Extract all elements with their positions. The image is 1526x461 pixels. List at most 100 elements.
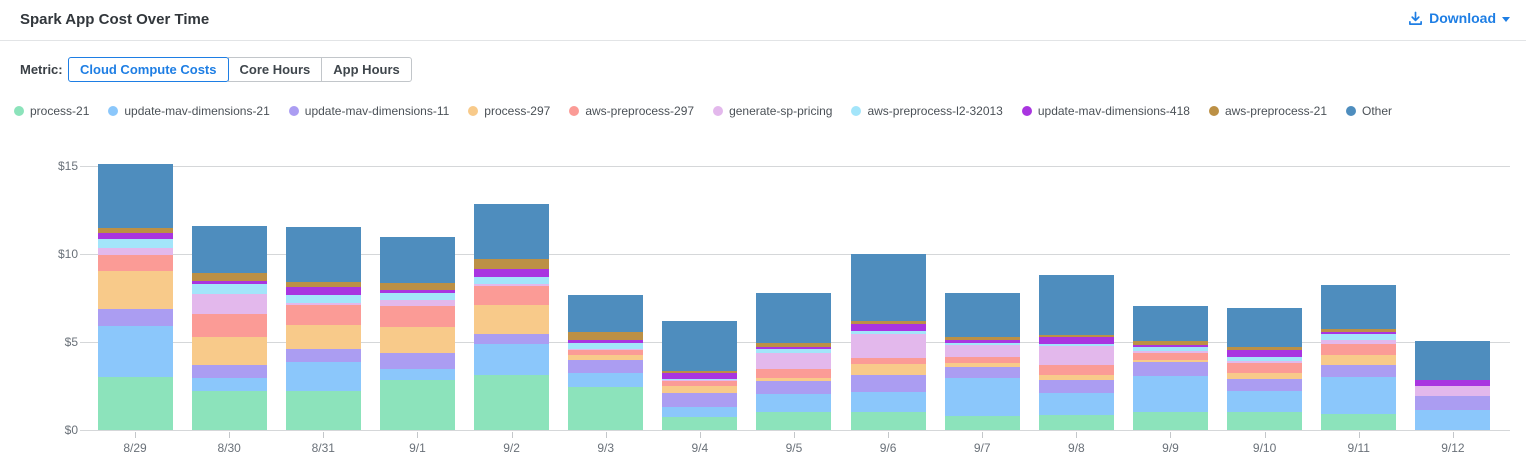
bar-column-9-3[interactable] — [568, 294, 644, 430]
legend-item-other[interactable]: Other — [1346, 104, 1392, 118]
legend-item-process-21[interactable]: process-21 — [14, 104, 89, 118]
bar-segment-update-mav-dimensions-418[interactable] — [285, 287, 361, 295]
bar-segment-aws-preprocess-l2-32013[interactable] — [97, 239, 173, 249]
bar-segment-aws-preprocess-297[interactable] — [97, 254, 173, 272]
bar-segment-other[interactable] — [662, 321, 738, 371]
bar-column-9-11[interactable] — [1321, 284, 1397, 430]
bar-segment-aws-preprocess-21[interactable] — [1132, 341, 1208, 345]
bar-segment-update-mav-dimensions-418[interactable] — [191, 280, 267, 285]
bar-segment-generate-sp-pricing[interactable] — [1132, 350, 1208, 353]
legend-item-update-mav-dimensions-21[interactable]: update-mav-dimensions-21 — [108, 104, 270, 118]
bar-segment-update-mav-dimensions-418[interactable] — [944, 340, 1020, 343]
bar-column-9-9[interactable] — [1132, 306, 1208, 430]
bar-segment-update-mav-dimensions-11[interactable] — [1415, 395, 1491, 410]
bar-segment-aws-preprocess-21[interactable] — [662, 370, 738, 374]
legend-item-aws-preprocess-297[interactable]: aws-preprocess-297 — [569, 104, 694, 118]
bar-segment-update-mav-dimensions-21[interactable] — [944, 378, 1020, 416]
bar-segment-update-mav-dimensions-21[interactable] — [568, 373, 644, 388]
bar-segment-process-297[interactable] — [97, 271, 173, 309]
bar-segment-generate-sp-pricing[interactable] — [850, 334, 926, 358]
bar-segment-aws-preprocess-l2-32013[interactable] — [1132, 347, 1208, 351]
bar-segment-update-mav-dimensions-21[interactable] — [474, 343, 550, 376]
bar-segment-update-mav-dimensions-21[interactable] — [1321, 377, 1397, 415]
bar-column-9-7[interactable] — [944, 292, 1020, 430]
bar-segment-process-297[interactable] — [1321, 355, 1397, 366]
bar-segment-process-21[interactable] — [285, 390, 361, 430]
bar-segment-aws-preprocess-297[interactable] — [1038, 365, 1114, 376]
legend-item-generate-sp-pricing[interactable]: generate-sp-pricing — [713, 104, 832, 118]
bar-segment-process-21[interactable] — [850, 411, 926, 430]
bar-segment-update-mav-dimensions-418[interactable] — [1132, 344, 1208, 348]
bar-segment-aws-preprocess-l2-32013[interactable] — [944, 342, 1020, 345]
bar-segment-update-mav-dimensions-418[interactable] — [1227, 350, 1303, 358]
bar-segment-update-mav-dimensions-21[interactable] — [662, 406, 738, 417]
bar-segment-other[interactable] — [379, 237, 455, 284]
bar-segment-update-mav-dimensions-11[interactable] — [662, 393, 738, 407]
bar-column-9-12[interactable] — [1415, 340, 1491, 430]
bar-segment-aws-preprocess-l2-32013[interactable] — [1038, 343, 1114, 347]
bar-segment-process-21[interactable] — [1132, 412, 1208, 430]
bar-column-9-1[interactable] — [379, 237, 455, 430]
bar-segment-generate-sp-pricing[interactable] — [379, 300, 455, 306]
legend-item-update-mav-dimensions-11[interactable]: update-mav-dimensions-11 — [288, 104, 449, 118]
bar-segment-process-297[interactable] — [662, 386, 738, 394]
bar-segment-other[interactable] — [756, 292, 832, 344]
metric-option-app-hours[interactable]: App Hours — [321, 57, 412, 82]
bar-segment-update-mav-dimensions-11[interactable] — [756, 381, 832, 395]
bar-segment-update-mav-dimensions-21[interactable] — [379, 368, 455, 381]
bar-segment-process-21[interactable] — [1227, 411, 1303, 430]
bar-segment-update-mav-dimensions-21[interactable] — [850, 392, 926, 412]
bar-segment-generate-sp-pricing[interactable] — [756, 352, 832, 369]
bar-segment-update-mav-dimensions-11[interactable] — [97, 308, 173, 327]
metric-option-core-hours[interactable]: Core Hours — [227, 57, 323, 82]
bar-segment-generate-sp-pricing[interactable] — [1038, 346, 1114, 366]
bar-segment-aws-preprocess-l2-32013[interactable] — [756, 348, 832, 353]
bar-column-9-4[interactable] — [662, 321, 738, 430]
bar-segment-update-mav-dimensions-11[interactable] — [379, 352, 455, 369]
bar-segment-process-297[interactable] — [850, 364, 926, 375]
bar-column-8-30[interactable] — [191, 225, 267, 430]
bar-segment-other[interactable] — [97, 164, 173, 228]
bar-segment-aws-preprocess-21[interactable] — [285, 281, 361, 288]
legend-item-aws-preprocess-l2-32013[interactable]: aws-preprocess-l2-32013 — [851, 104, 1003, 118]
bar-segment-aws-preprocess-l2-32013[interactable] — [191, 284, 267, 294]
bar-column-9-10[interactable] — [1227, 307, 1303, 430]
bar-segment-generate-sp-pricing[interactable] — [662, 379, 738, 382]
bar-segment-aws-preprocess-21[interactable] — [756, 343, 832, 347]
bar-segment-update-mav-dimensions-418[interactable] — [568, 340, 644, 344]
bar-column-9-5[interactable] — [756, 292, 832, 430]
bar-segment-update-mav-dimensions-418[interactable] — [850, 324, 926, 332]
bar-segment-process-21[interactable] — [1321, 414, 1397, 430]
bar-segment-aws-preprocess-l2-32013[interactable] — [1227, 357, 1303, 361]
bar-segment-process-21[interactable] — [944, 415, 1020, 430]
bar-segment-other[interactable] — [1321, 284, 1397, 329]
bar-segment-generate-sp-pricing[interactable] — [1415, 386, 1491, 396]
legend-item-process-297[interactable]: process-297 — [468, 104, 550, 118]
bar-column-9-8[interactable] — [1038, 274, 1114, 430]
bar-segment-process-21[interactable] — [191, 391, 267, 430]
bar-segment-aws-preprocess-21[interactable] — [474, 258, 550, 270]
bar-segment-generate-sp-pricing[interactable] — [944, 344, 1020, 358]
bar-segment-update-mav-dimensions-418[interactable] — [1415, 380, 1491, 387]
bar-segment-update-mav-dimensions-11[interactable] — [850, 374, 926, 393]
bar-segment-aws-preprocess-l2-32013[interactable] — [568, 343, 644, 349]
bar-segment-process-297[interactable] — [285, 325, 361, 349]
bar-segment-aws-preprocess-297[interactable] — [1227, 362, 1303, 373]
bar-segment-process-297[interactable] — [1132, 359, 1208, 362]
bar-segment-aws-preprocess-21[interactable] — [379, 283, 455, 291]
bar-segment-aws-preprocess-297[interactable] — [944, 357, 1020, 363]
bar-segment-aws-preprocess-297[interactable] — [474, 285, 550, 305]
bar-segment-generate-sp-pricing[interactable] — [568, 348, 644, 351]
bar-segment-generate-sp-pricing[interactable] — [1321, 339, 1397, 345]
bar-segment-aws-preprocess-21[interactable] — [1038, 334, 1114, 338]
bar-segment-update-mav-dimensions-21[interactable] — [756, 394, 832, 412]
bar-segment-update-mav-dimensions-418[interactable] — [97, 233, 173, 240]
bar-segment-process-297[interactable] — [191, 337, 267, 365]
bar-segment-process-297[interactable] — [756, 378, 832, 382]
bar-segment-other[interactable] — [285, 226, 361, 282]
bar-column-8-29[interactable] — [97, 164, 173, 430]
bar-segment-aws-preprocess-297[interactable] — [850, 357, 926, 365]
bar-segment-update-mav-dimensions-418[interactable] — [474, 269, 550, 277]
bar-segment-update-mav-dimensions-21[interactable] — [97, 326, 173, 377]
bar-segment-update-mav-dimensions-21[interactable] — [285, 361, 361, 391]
